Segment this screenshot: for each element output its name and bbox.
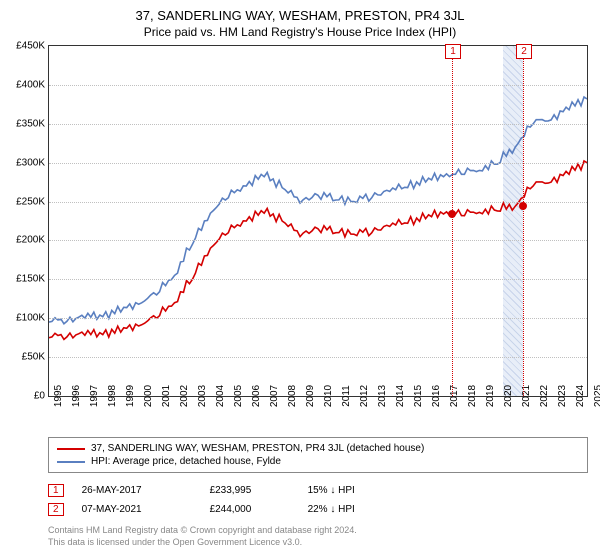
x-axis-label: 2025 [589, 385, 600, 407]
y-axis-label: £200K [16, 235, 49, 246]
chart-subtitle: Price paid vs. HM Land Registry's House … [0, 23, 600, 45]
x-axis-label: 2010 [319, 385, 334, 407]
x-axis-label: 2016 [427, 385, 442, 407]
x-axis-label: 2007 [265, 385, 280, 407]
x-axis-label: 2019 [481, 385, 496, 407]
y-axis-label: £350K [16, 118, 49, 129]
series-line-property [49, 161, 587, 340]
x-axis-label: 2001 [157, 385, 172, 407]
sale-badge: 2 [48, 503, 64, 516]
legend: 37, SANDERLING WAY, WESHAM, PRESTON, PR4… [48, 437, 588, 473]
legend-swatch [57, 448, 85, 450]
x-axis-label: 2009 [301, 385, 316, 407]
sale-date: 26-MAY-2017 [82, 485, 192, 496]
legend-label: HPI: Average price, detached house, Fyld… [91, 456, 281, 467]
x-axis-label: 2014 [391, 385, 406, 407]
x-axis-label: 2023 [553, 385, 568, 407]
sale-row: 1 26-MAY-2017 £233,995 15% ↓ HPI [48, 481, 600, 500]
y-gridline [49, 202, 587, 203]
x-axis-label: 2008 [283, 385, 298, 407]
x-axis-label: 2006 [247, 385, 262, 407]
x-axis-label: 1996 [67, 385, 82, 407]
chart-lines-svg [49, 46, 587, 396]
x-axis-label: 2024 [571, 385, 586, 407]
sale-price: £244,000 [210, 504, 290, 515]
y-axis-label: £50K [22, 352, 49, 363]
chart-plot-area: £0£50K£100K£150K£200K£250K£300K£350K£400… [48, 45, 588, 397]
sale-marker-dot [448, 210, 456, 218]
footer-line: This data is licensed under the Open Gov… [48, 537, 600, 549]
sales-table: 1 26-MAY-2017 £233,995 15% ↓ HPI 2 07-MAY-202… [48, 481, 600, 519]
y-gridline [49, 163, 587, 164]
footer: Contains HM Land Registry data © Crown c… [48, 525, 600, 548]
x-axis-label: 1995 [49, 385, 64, 407]
y-axis-label: £100K [16, 313, 49, 324]
x-axis-label: 1997 [85, 385, 100, 407]
footer-line: Contains HM Land Registry data © Crown c… [48, 525, 600, 537]
x-axis-label: 2013 [373, 385, 388, 407]
chart-container: 37, SANDERLING WAY, WESHAM, PRESTON, PR4… [0, 0, 600, 560]
legend-item: 37, SANDERLING WAY, WESHAM, PRESTON, PR4… [57, 442, 579, 455]
y-axis-label: £450K [16, 41, 49, 52]
y-axis-label: £150K [16, 274, 49, 285]
sale-marker-badge: 2 [516, 44, 532, 59]
y-gridline [49, 240, 587, 241]
x-axis-label: 2022 [535, 385, 550, 407]
x-axis-label: 2000 [139, 385, 154, 407]
x-axis-label: 2015 [409, 385, 424, 407]
x-axis-label: 1999 [121, 385, 136, 407]
sale-diff: 15% ↓ HPI [308, 485, 408, 496]
y-axis-label: £250K [16, 196, 49, 207]
sale-marker-line [452, 46, 453, 396]
x-axis-label: 2011 [337, 385, 352, 407]
x-axis-label: 2020 [499, 385, 514, 407]
x-axis-label: 2004 [211, 385, 226, 407]
y-axis-label: £300K [16, 157, 49, 168]
y-axis-label: £400K [16, 79, 49, 90]
x-axis-label: 2012 [355, 385, 370, 407]
y-gridline [49, 279, 587, 280]
y-gridline [49, 357, 587, 358]
sale-diff: 22% ↓ HPI [308, 504, 408, 515]
x-axis-label: 2018 [463, 385, 478, 407]
chart-title: 37, SANDERLING WAY, WESHAM, PRESTON, PR4… [0, 0, 600, 23]
x-axis-label: 2002 [175, 385, 190, 407]
y-gridline [49, 124, 587, 125]
sale-price: £233,995 [210, 485, 290, 496]
legend-label: 37, SANDERLING WAY, WESHAM, PRESTON, PR4… [91, 443, 424, 454]
x-axis-label: 2021 [517, 385, 532, 407]
x-axis-label: 2003 [193, 385, 208, 407]
y-gridline [49, 85, 587, 86]
sale-marker-badge: 1 [445, 44, 461, 59]
y-axis-label: £0 [34, 391, 49, 402]
sale-badge: 1 [48, 484, 64, 497]
y-gridline [49, 318, 587, 319]
legend-item: HPI: Average price, detached house, Fyld… [57, 455, 579, 468]
sale-marker-dot [519, 202, 527, 210]
x-axis-label: 2005 [229, 385, 244, 407]
legend-swatch [57, 461, 85, 463]
sale-marker-line [523, 46, 524, 396]
sale-date: 07-MAY-2021 [82, 504, 192, 515]
sale-row: 2 07-MAY-2021 £244,000 22% ↓ HPI [48, 500, 600, 519]
x-axis-label: 1998 [103, 385, 118, 407]
